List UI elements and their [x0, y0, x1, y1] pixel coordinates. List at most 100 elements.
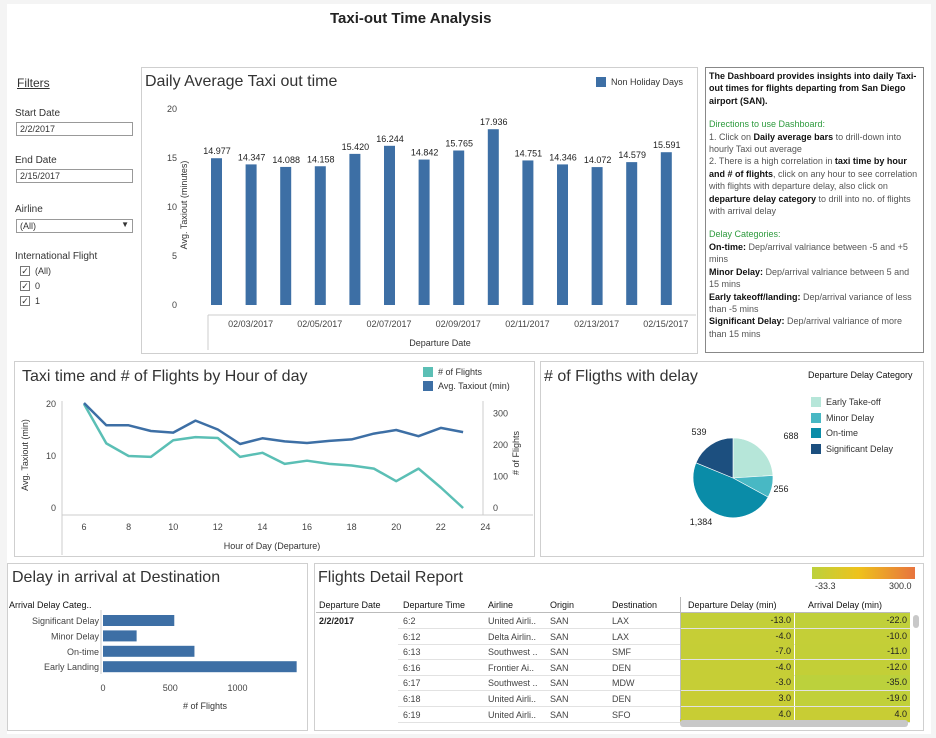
pie-value-label: 539: [691, 427, 706, 437]
direction-1: 1. Click on Daily average bars to drill-…: [709, 132, 901, 154]
origin-cell[interactable]: SAN: [550, 662, 569, 673]
text: Dep/arrival variance of less than -5 min…: [709, 291, 912, 314]
time-cell[interactable]: 6:16: [403, 662, 421, 673]
check-icon[interactable]: ✓: [20, 266, 30, 276]
y-axis-right-label: # of Flights: [511, 430, 521, 475]
y-right-tick-label: 300: [493, 408, 508, 418]
bar-value-label: 14.088: [272, 155, 300, 165]
scrollbar-vertical[interactable]: [913, 615, 919, 628]
y-axis-label: Avg. Taxiout (min): [20, 419, 30, 491]
start-date-input[interactable]: 2/2/2017: [16, 122, 133, 136]
legend-item[interactable]: Early Take-off: [826, 397, 881, 407]
x-axis-label: # of Flights: [183, 701, 228, 711]
time-cell[interactable]: 6:19: [403, 709, 421, 720]
departure-delay-cell[interactable]: 4.0: [680, 706, 794, 722]
destination-cell[interactable]: LAX: [612, 616, 630, 626]
bar-value-label: 17.936: [480, 117, 508, 127]
x-tick-label: 02/07/2017: [366, 319, 411, 329]
x-tick-label: 02/11/2017: [505, 319, 549, 329]
time-cell[interactable]: 6:13: [403, 647, 421, 658]
time-cell[interactable]: 6:17: [403, 678, 421, 689]
scale-max: 300.0: [889, 581, 912, 591]
destination-cell[interactable]: SMF: [612, 647, 631, 658]
arrival-delay-cell[interactable]: -12.0: [795, 659, 910, 675]
destination-cell[interactable]: DEN: [612, 662, 632, 673]
origin-cell[interactable]: SAN: [550, 709, 569, 720]
row-divider: [398, 721, 910, 723]
scrollbar-horizontal[interactable]: [680, 720, 908, 727]
x-tick-label: 14: [257, 522, 267, 532]
y-tick-label: 20: [167, 104, 177, 114]
time-cell[interactable]: 6:12: [403, 631, 421, 642]
time-cell[interactable]: 6:18: [403, 694, 421, 704]
airline-cell[interactable]: Southwest ..: [488, 678, 538, 689]
destination-cell[interactable]: DEN: [612, 694, 632, 704]
airline-cell[interactable]: United Airli..: [488, 709, 537, 720]
x-tick-label: 0: [100, 683, 105, 693]
text: taxi time by hour and # of flights: [709, 156, 907, 179]
report-title: Flights Detail Report: [318, 569, 463, 586]
series-line: [82, 403, 464, 509]
x-tick-label: 02/15/2017: [643, 319, 688, 329]
bar: [557, 164, 568, 305]
airline-cell[interactable]: Frontier Ai..: [488, 662, 535, 673]
bar: [418, 159, 430, 305]
arrival-delay-cell[interactable]: -22.0: [795, 613, 910, 628]
arrival-delay-cell[interactable]: -11.0: [795, 644, 910, 660]
end-date-input[interactable]: 2/15/2017: [16, 169, 133, 183]
intl-option-1: 1: [35, 296, 41, 306]
destination-cell[interactable]: SFO: [612, 709, 631, 720]
column-header[interactable]: Departure Date: [319, 600, 381, 610]
destination-cell[interactable]: LAX: [612, 631, 630, 642]
departure-delay-cell[interactable]: -4.0: [680, 659, 794, 675]
column-header[interactable]: Departure Time: [403, 600, 466, 610]
column-header[interactable]: Arrival Delay (min): [808, 600, 883, 610]
legend-swatch: [811, 397, 821, 407]
column-header[interactable]: Origin: [550, 600, 575, 610]
row-divider: [398, 706, 910, 707]
legend-item[interactable]: On-time: [826, 428, 859, 438]
legend-item[interactable]: Significant Delay: [826, 443, 894, 454]
column-header[interactable]: Destination: [612, 600, 658, 610]
departure-delay-cell[interactable]: 3.0: [680, 691, 794, 706]
origin-cell[interactable]: SAN: [550, 616, 569, 626]
legend-swatch: [811, 443, 821, 454]
airline-cell[interactable]: Southwest ..: [488, 647, 538, 658]
check-icon[interactable]: ✓: [20, 281, 30, 291]
y-tick-label: 20: [46, 399, 56, 409]
arrival-delay-cell[interactable]: -35.0: [795, 675, 910, 691]
departure-delay-cell[interactable]: -13.0: [680, 613, 794, 628]
arrival-delay-cell[interactable]: -19.0: [795, 691, 910, 706]
column-divider: [680, 597, 681, 719]
time-cell[interactable]: 6:2: [403, 616, 416, 626]
bar-value-label: 15.765: [445, 139, 473, 149]
column-header[interactable]: Departure Delay (min): [688, 600, 777, 610]
airline-select[interactable]: (All) ▼: [16, 219, 133, 233]
x-tick-label: 10: [168, 522, 178, 532]
arrival-delay-cell[interactable]: 4.0: [795, 706, 910, 722]
departure-delay-cell[interactable]: -4.0: [680, 628, 794, 644]
origin-cell[interactable]: SAN: [550, 647, 569, 658]
legend-item[interactable]: Minor Delay: [826, 412, 875, 423]
origin-cell[interactable]: SAN: [550, 678, 569, 689]
departure-delay-cell[interactable]: -7.0: [680, 644, 794, 660]
x-axis-label: Departure Date: [409, 338, 471, 348]
departure-delay-cell[interactable]: -3.0: [680, 675, 794, 691]
airline-cell[interactable]: United Airli..: [488, 694, 537, 704]
text: Dep/arrival valriance between 5 and 15 m…: [709, 266, 910, 290]
column-header[interactable]: Airline: [488, 600, 514, 610]
origin-cell[interactable]: SAN: [550, 631, 569, 642]
origin-cell[interactable]: SAN: [550, 694, 569, 704]
check-icon[interactable]: ✓: [20, 296, 30, 306]
destination-cell[interactable]: MDW: [612, 678, 635, 689]
legend-swatch: [811, 412, 821, 423]
airline-cell[interactable]: Delta Airlin..: [488, 631, 537, 642]
x-tick-label: 24: [480, 522, 490, 532]
end-date-label: End Date: [15, 155, 57, 166]
airline-cell[interactable]: United Airli..: [488, 616, 537, 626]
pie-value-label: 256: [773, 484, 788, 494]
x-tick-label: 8: [126, 522, 131, 532]
text: Dep/arrival valriance of more than 15 mi…: [709, 316, 903, 339]
category-label: On-time: [67, 647, 99, 657]
arrival-delay-cell[interactable]: -10.0: [795, 628, 910, 644]
